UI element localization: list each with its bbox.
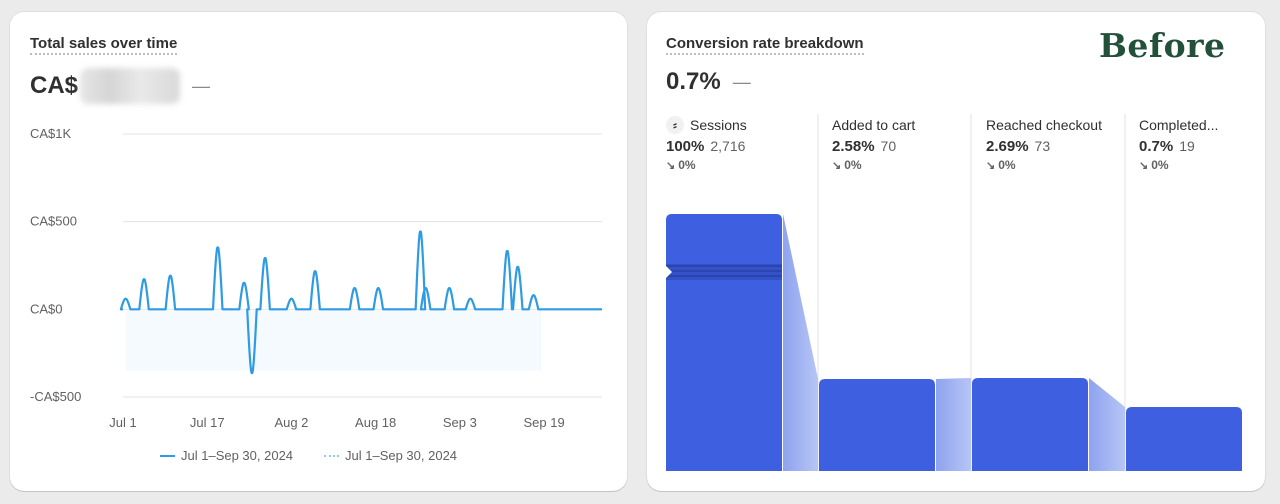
conversion-card: Conversion rate breakdown Before 0.7% — … [647,12,1265,491]
sales-card-title[interactable]: Total sales over time [30,35,178,55]
sales-line-chart: CA$1K CA$500 CA$0 -CA$500 Jul 1 Jul 17 Aug 2 Au… [30,126,602,430]
y-tick-label: CA$1K [30,126,72,141]
y-tick-label: -CA$500 [30,389,81,404]
stage-change: 0% [844,158,862,172]
before-overlay-label: Before [1099,26,1226,65]
legend-item-comparison[interactable]: Jul 1–Sep 30, 2024 [324,448,457,463]
stage-pct: 100% [666,138,705,155]
y-tick-label: CA$0 [30,301,63,316]
stage-sessions[interactable]: ⸗ Sessions 100% 2,716 ↘ 0% [666,114,747,210]
sales-comparison: — [192,75,211,96]
axis-break-notch [666,266,672,278]
x-tick-label: Sep 3 [443,415,477,430]
conversion-rate-value: 0.7% [666,68,721,95]
funnel-connector [936,378,971,471]
arrow-down-right-icon: ↘ [666,159,676,172]
stage-name: Sessions [690,117,747,133]
funnel-connector [1089,378,1125,471]
funnel-bar [1126,407,1242,471]
arrow-down-right-icon: ↘ [986,159,996,172]
stage-added-to-cart[interactable]: Added to cart 2.58% 70 ↘ 0% [832,114,915,210]
stage-change: 0% [1151,158,1169,172]
redacted-amount [80,68,181,104]
stage-count: 70 [880,138,897,154]
legend-item-current[interactable]: Jul 1–Sep 30, 2024 [160,448,293,463]
legend-swatch-solid [160,454,175,457]
arrow-down-right-icon: ↘ [832,159,842,172]
stage-name: Reached checkout [986,117,1102,133]
funnel-bar [666,214,782,471]
x-tick-label: Sep 19 [523,415,564,430]
y-tick-label: CA$500 [30,214,77,229]
stage-count: 73 [1034,138,1051,154]
stage-name: Completed... [1139,117,1219,133]
sales-currency-prefix: CA$ [30,72,79,99]
sales-card: Total sales over time CA$ — CA$1K CA$500 C… [10,12,627,491]
conversion-funnel-chart [666,114,1242,471]
stage-name: Added to cart [832,117,916,133]
stage-count: 2,716 [710,138,746,154]
stage-change: 0% [998,158,1016,172]
funnel-bar [819,379,935,471]
stage-reached-checkout[interactable]: Reached checkout 2.69% 73 ↘ 0% [986,114,1102,210]
sessions-icon: ⸗ [666,116,684,134]
funnel-connector [783,214,818,471]
legend-label: Jul 1–Sep 30, 2024 [345,448,458,463]
x-tick-label: Aug 18 [355,415,396,430]
stage-completed[interactable]: Completed... 0.7% 19 ↘ 0% [1139,114,1218,210]
x-tick-label: Jul 17 [190,415,225,430]
stage-pct: 0.7% [1139,138,1174,155]
stage-pct: 2.58% [832,138,875,155]
legend-label: Jul 1–Sep 30, 2024 [181,448,294,463]
sales-total: CA$ — [30,68,210,104]
legend-swatch-dotted [324,454,339,457]
comparison-area [125,309,542,371]
series-line-current [119,230,602,375]
conversion-rate: 0.7% — [666,68,751,96]
x-tick-label: Aug 2 [274,415,308,430]
conversion-comparison: — [732,71,751,92]
arrow-down-right-icon: ↘ [1139,159,1149,172]
x-tick-label: Jul 1 [109,415,136,430]
stage-count: 19 [1179,138,1195,154]
conversion-card-title[interactable]: Conversion rate breakdown [666,35,864,55]
stage-pct: 2.69% [986,138,1029,155]
stage-change: 0% [678,158,696,172]
funnel-bar [972,378,1088,471]
